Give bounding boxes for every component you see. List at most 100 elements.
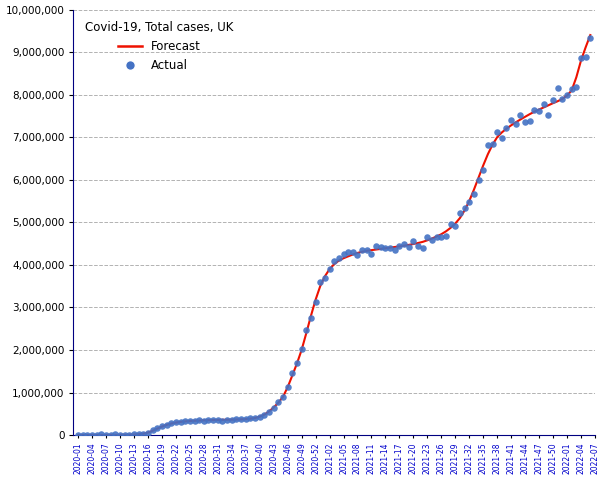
Point <box>232 415 241 423</box>
Point <box>362 246 371 254</box>
Point <box>246 415 255 422</box>
Point <box>311 298 321 306</box>
Point <box>399 240 409 248</box>
Point <box>418 244 428 252</box>
Point <box>367 250 376 258</box>
Point <box>222 417 232 424</box>
Point <box>180 417 190 425</box>
Point <box>474 177 483 184</box>
Point <box>97 431 106 438</box>
Point <box>381 244 390 252</box>
Point <box>255 413 264 420</box>
Point <box>548 96 558 104</box>
Point <box>194 417 204 424</box>
Point <box>515 111 525 119</box>
Point <box>166 420 176 427</box>
Point <box>306 314 316 322</box>
Point <box>129 430 139 438</box>
Point <box>455 209 465 216</box>
Point <box>260 411 269 419</box>
Point <box>175 419 185 426</box>
Point <box>469 190 479 198</box>
Point <box>269 404 278 411</box>
Point <box>325 265 335 273</box>
Point <box>139 430 148 438</box>
Point <box>273 399 283 407</box>
Point <box>404 243 414 251</box>
Point <box>348 248 358 255</box>
Point <box>371 242 381 250</box>
Point <box>106 431 116 439</box>
Point <box>204 416 214 424</box>
Point <box>278 393 288 400</box>
Point <box>339 250 348 257</box>
Point <box>264 408 274 416</box>
Point <box>408 237 418 244</box>
Point <box>385 244 395 252</box>
Point <box>213 416 223 424</box>
Point <box>111 431 120 438</box>
Point <box>558 95 567 103</box>
Point <box>236 416 246 423</box>
Point <box>329 258 339 265</box>
Point <box>185 418 195 425</box>
Point <box>358 246 367 253</box>
Point <box>208 417 218 424</box>
Point <box>543 111 553 119</box>
Point <box>241 415 250 423</box>
Point <box>171 418 181 426</box>
Point <box>227 416 237 424</box>
Point <box>432 233 442 241</box>
Point <box>413 242 423 250</box>
Point <box>450 222 460 229</box>
Point <box>148 426 157 434</box>
Point <box>446 220 456 228</box>
Point <box>297 345 307 352</box>
Point <box>483 142 492 149</box>
Point <box>576 54 586 62</box>
Point <box>422 233 432 241</box>
Point <box>334 254 344 262</box>
Point <box>479 167 488 174</box>
Legend: Forecast, Actual: Forecast, Actual <box>79 15 240 78</box>
Point <box>120 431 129 439</box>
Point <box>353 251 362 259</box>
Point <box>92 431 102 439</box>
Point <box>529 106 539 114</box>
Point <box>376 243 385 251</box>
Point <box>152 424 162 432</box>
Point <box>143 429 153 437</box>
Point <box>567 85 577 93</box>
Point <box>581 53 590 60</box>
Point <box>287 370 297 377</box>
Point <box>78 431 88 439</box>
Point <box>301 326 311 334</box>
Point <box>511 120 521 128</box>
Point <box>520 118 530 126</box>
Point <box>115 431 125 439</box>
Point <box>315 278 325 286</box>
Point <box>586 34 595 41</box>
Point <box>83 431 93 439</box>
Point <box>320 275 330 282</box>
Point <box>427 236 437 243</box>
Point <box>125 431 134 439</box>
Point <box>190 417 200 425</box>
Point <box>488 140 497 148</box>
Point <box>218 417 227 425</box>
Point <box>460 204 469 212</box>
Point <box>572 84 581 91</box>
Point <box>502 124 511 132</box>
Point <box>162 421 171 429</box>
Point <box>134 431 143 438</box>
Point <box>157 422 167 430</box>
Point <box>73 431 83 439</box>
Point <box>283 384 292 391</box>
Point <box>492 128 502 136</box>
Point <box>87 431 97 439</box>
Point <box>436 233 446 240</box>
Point <box>539 100 549 108</box>
Point <box>497 134 506 142</box>
Point <box>534 108 544 115</box>
Point <box>465 198 474 206</box>
